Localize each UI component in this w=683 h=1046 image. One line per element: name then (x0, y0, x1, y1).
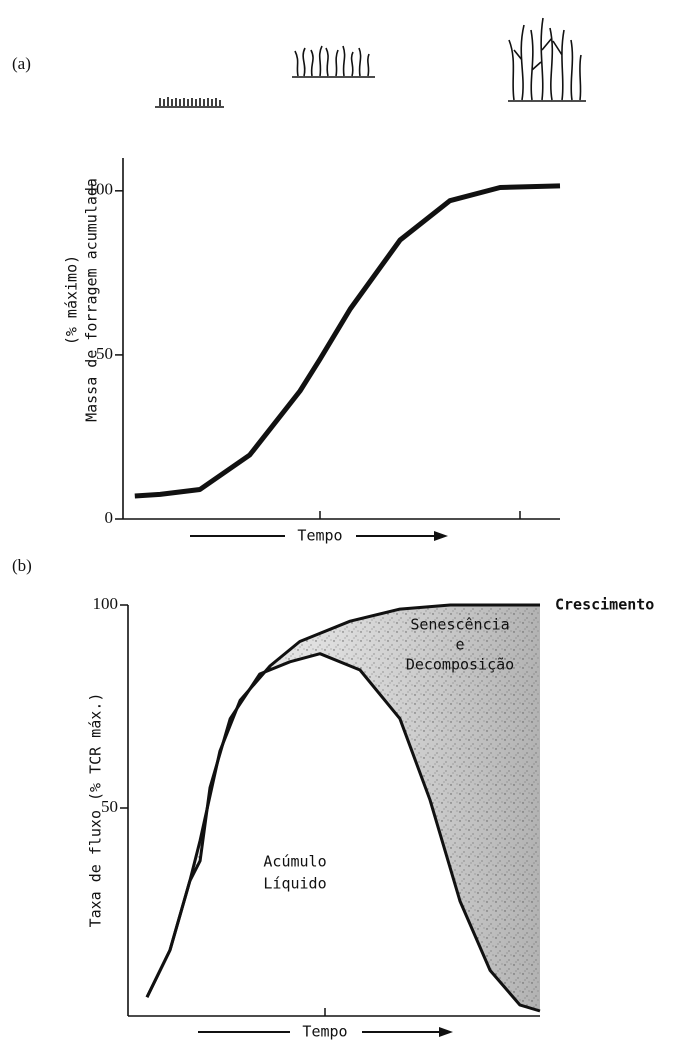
y-tick-label: 50 (101, 797, 118, 816)
annotation: Senescência (410, 616, 509, 634)
y-axis-label: Massa de forragem acumulada (83, 178, 101, 422)
shaded-area (146, 605, 540, 1011)
panel-label: (a) (12, 54, 31, 73)
y-tick-label: 50 (96, 344, 113, 363)
panel-label: (b) (12, 556, 32, 575)
y-tick-label: 100 (93, 594, 119, 613)
x-axis-label: Tempo (297, 527, 342, 545)
y-tick-label: 0 (105, 508, 114, 527)
y-axis-label: Taxa de fluxo (% TCR máx.) (87, 693, 105, 928)
legend-label: Crescimento (555, 596, 654, 614)
line (145, 652, 541, 1013)
line (134, 183, 561, 499)
annotation: e (455, 636, 464, 654)
annotation: Decomposição (406, 656, 514, 674)
y-axis-label: (% máximo) (63, 255, 81, 345)
y-tick-label: 100 (88, 180, 114, 199)
x-axis-label: Tempo (302, 1023, 347, 1041)
annotation: Líquido (263, 875, 326, 893)
annotation: Acúmulo (263, 853, 326, 871)
plant-icons (155, 17, 586, 108)
time-arrows (190, 531, 453, 1037)
